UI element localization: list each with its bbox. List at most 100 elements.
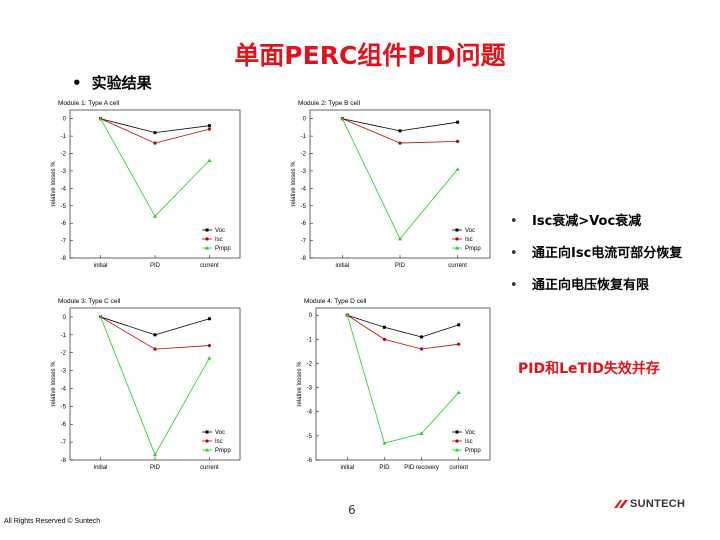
logo-text: SUNTECH: [630, 498, 686, 510]
legend-label: Voc: [215, 228, 225, 234]
bullet-item: • 通正向Isc电流可部分恢复: [510, 242, 710, 266]
y-tick-label: -8: [301, 256, 307, 262]
y-tick-label: -7: [301, 239, 307, 245]
y-tick-label: -6: [301, 221, 307, 227]
series-line-pmpp: [346, 315, 459, 444]
x-tick-label: current: [449, 465, 468, 471]
y-tick-label: -2: [61, 152, 67, 158]
y-tick-label: -1: [307, 337, 313, 343]
data-point-pmpp: [456, 390, 461, 394]
y-tick-label: -1: [61, 333, 67, 339]
y-tick-label: -3: [61, 169, 67, 175]
y-tick-label: -6: [307, 458, 313, 464]
y-tick-label: -2: [301, 152, 307, 158]
data-point-pmpp: [340, 116, 345, 121]
data-point-isc: [456, 139, 460, 143]
data-point-pmpp: [98, 314, 103, 319]
legend-marker: [455, 439, 459, 443]
legend-marker: [205, 439, 209, 443]
y-tick-label: -5: [61, 404, 67, 410]
series-line-voc: [342, 118, 458, 132]
legend-label: Voc: [465, 430, 475, 436]
bullet-text: 通正向电压恢复有限: [532, 278, 650, 293]
y-tick-label: -3: [307, 386, 313, 392]
data-point-voc: [420, 335, 424, 339]
chart-svg: Module 2: Type B cell 0 -1 -2 -3 -4 -5 -6 -7 -8 re…: [291, 100, 491, 269]
bullet-item: • 通正向电压恢复有限: [510, 274, 710, 298]
x-tick-label: current: [200, 263, 219, 269]
legend-label: Pmpp: [215, 448, 231, 454]
data-point-voc: [153, 333, 157, 337]
legend-marker: [455, 448, 459, 452]
data-point-pmpp: [419, 431, 424, 435]
data-point-pmpp: [153, 214, 157, 218]
x-tick-label: PID: [150, 465, 161, 471]
copyright-footer: All Rights Reserved © Suntech: [4, 518, 101, 525]
legend-marker: [205, 246, 209, 250]
data-point-pmpp: [98, 116, 103, 121]
y-tick-label: -1: [61, 134, 67, 140]
x-tick-label: initial: [94, 263, 108, 269]
chart-title: Module 3: Type C cell: [58, 298, 121, 305]
data-point-isc: [382, 337, 387, 341]
y-axis-label: relative losses %: [51, 361, 57, 407]
bullet-icon: •: [510, 214, 518, 229]
legend-label: Isc: [215, 439, 223, 445]
highlight-text: PID和LeTID失效并存: [518, 361, 660, 377]
plot-frame: [315, 307, 491, 461]
y-tick-label: -1: [301, 134, 307, 140]
bullet-icon: •: [510, 278, 518, 293]
data-point-voc: [398, 129, 402, 133]
series-line-isc: [100, 316, 210, 350]
data-point-pmpp: [207, 158, 212, 162]
data-point-voc: [207, 124, 211, 128]
chart-module-2: Module 2: Type B cell 0 -1 -2 -3 -4 -5 -6 -7 -8 re…: [288, 96, 498, 274]
y-tick-label: -4: [307, 410, 313, 416]
x-tick-label: initial: [340, 465, 354, 471]
series-line-isc: [347, 314, 459, 350]
bullet-icon: •: [72, 74, 82, 92]
y-tick-label: 0: [309, 313, 313, 319]
data-point-pmpp: [455, 167, 460, 171]
y-tick-label: -4: [61, 186, 67, 192]
chart-title: Module 4: Type D cell: [304, 298, 367, 305]
x-tick-label: PID recovery: [404, 465, 439, 471]
data-point-pmpp: [153, 452, 157, 457]
legend-label: Voc: [465, 228, 475, 234]
y-tick-label: -2: [307, 361, 313, 367]
plot-frame: [69, 307, 241, 461]
legend-label: Isc: [215, 237, 223, 243]
legend-label: Voc: [215, 430, 225, 436]
data-point-isc: [457, 342, 461, 346]
data-point-voc: [207, 317, 211, 321]
page-number: 6: [348, 503, 356, 517]
x-tick-label: PID: [150, 263, 161, 269]
legend-label: Pmpp: [465, 246, 481, 252]
legend-marker: [455, 246, 459, 250]
legend-marker: [205, 430, 209, 434]
y-tick-label: -8: [61, 256, 67, 262]
x-tick-label: current: [448, 263, 467, 269]
suntech-logo: SUNTECH: [612, 498, 685, 510]
bullet-text: 通正向Isc电流可部分恢复: [532, 246, 683, 261]
x-tick-label: initial: [336, 263, 350, 269]
bullet-icon: •: [510, 246, 518, 261]
data-point-pmpp: [345, 313, 350, 317]
chart-module-3: Module 3: Type C cell 0 -1 -2 -3 -4 -5 -6 -7 -8 re…: [48, 294, 248, 476]
series-line-voc: [100, 316, 210, 336]
subheading-text: 实验结果: [91, 74, 152, 92]
y-tick-label: -5: [301, 204, 307, 210]
legend-label: Pmpp: [465, 448, 481, 454]
x-tick-label: PID: [395, 263, 406, 269]
legend-marker: [205, 228, 209, 232]
x-tick-label: current: [200, 465, 219, 471]
data-point-voc: [153, 131, 157, 135]
data-point-isc: [153, 347, 157, 351]
series-line-pmpp: [100, 316, 210, 456]
y-tick-label: -4: [301, 186, 307, 192]
bullet-item: • Isc衰减>Voc衰减: [510, 210, 710, 234]
y-tick-label: -7: [61, 239, 67, 245]
y-axis-label: relative losses %: [51, 161, 57, 207]
data-point-voc: [457, 323, 461, 327]
data-point-isc: [207, 127, 211, 131]
